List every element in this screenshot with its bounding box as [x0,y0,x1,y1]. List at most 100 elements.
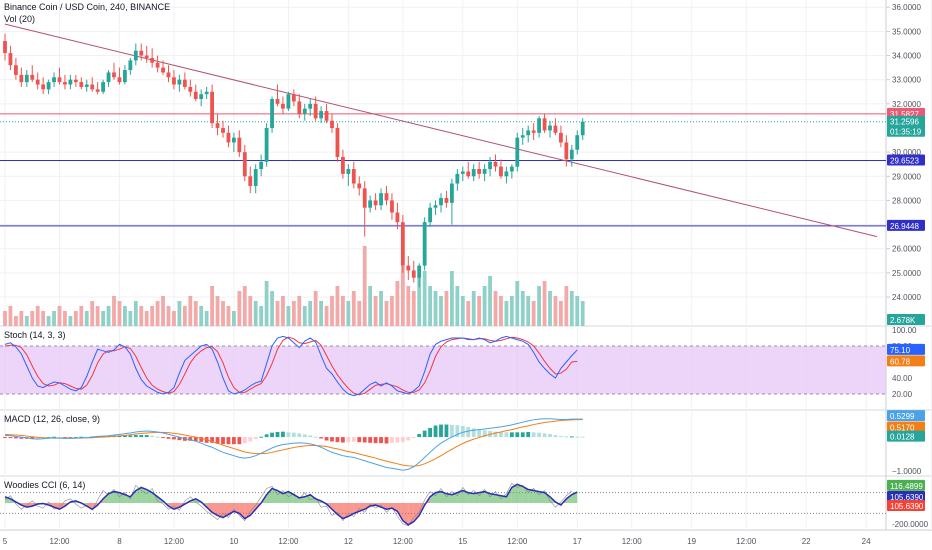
cci-area-segment [517,484,523,503]
time-tick-label: 12:00 [164,537,185,546]
candle-body [488,161,492,170]
cci-area-segment [544,492,550,503]
cci-area-segment [391,503,398,512]
macd-histogram-bar [117,435,122,438]
candle-body [368,200,373,208]
volume-bar [509,296,514,326]
macd-histogram-bar [482,430,487,438]
cci-area-segment [386,503,392,510]
macd-histogram-bar [439,424,443,438]
macd-histogram-bar [531,432,536,438]
symbol-title[interactable]: Binance Coin / USD Coin, 240, BINANCE [4,2,171,12]
cci-area-segment [217,503,223,518]
macd-histogram-bar [428,427,432,438]
last-price-label: 31.2596 [890,118,919,127]
cci-area-segment [468,492,474,503]
volume-bar [548,291,552,326]
volume-bar [499,296,503,326]
stoch-title[interactable]: Stoch (14, 3, 3) [4,330,66,340]
cci-pane[interactable] [0,482,886,527]
candle-body [553,125,558,133]
macd-histogram-bar [19,437,24,439]
cci-area-segment [206,503,213,513]
stoch-d-value: 60.78 [890,357,911,366]
macd-pane[interactable] [3,418,585,471]
macd-histogram-bar [537,432,541,438]
macd-title[interactable]: MACD (12, 26, close, 9) [4,414,101,424]
candle-body [182,79,187,87]
stoch-pane[interactable] [0,335,886,397]
volume-bar [30,311,35,326]
candle-body [259,161,264,170]
candle-body [417,265,422,278]
cci-area-segment [108,491,114,503]
stoch-k-line [4,335,578,397]
volume-bar [275,301,280,326]
volume-bar [106,306,111,326]
macd-histogram-bar [63,437,67,439]
macd-histogram-bar [455,425,460,438]
candle-body [466,171,471,177]
volume-bar [390,296,394,326]
volume-bar [362,246,367,326]
cci-area-segment [397,503,403,521]
volume-bar [150,306,155,326]
macd-histogram-bar [471,428,476,438]
cci-value-c: 105.6390 [890,502,924,511]
volume-bar [253,301,258,326]
macd-histogram-bar [417,434,422,438]
volume-bar [526,296,531,326]
candle-body [302,108,307,114]
candle-body [90,84,95,90]
volume-bar [346,301,351,326]
volume-bar [3,311,7,326]
volume-bar [237,291,242,326]
cci-area-segment [299,496,305,503]
price-pane[interactable] [0,23,886,326]
price-tick-label: 25.0000 [892,269,921,278]
volume-bar [41,311,46,326]
candle-body [422,222,427,266]
candle-body [248,176,253,186]
macd-histogram-bar [281,431,285,438]
volume-bar [531,301,536,326]
macd-histogram-bar [406,437,411,441]
candle-body [569,149,574,160]
volume-title[interactable]: Vol (20) [4,14,36,24]
macd-histogram-bar [548,434,552,438]
volume-bar [351,291,356,326]
hline-price-label: 31.5827 [890,110,919,119]
candle-body [509,166,514,172]
macd-histogram-bar [477,429,482,438]
candle-body [210,91,214,124]
candle-body [215,123,220,128]
candle-body [106,72,111,83]
candle-body [444,198,449,203]
candle-body [24,74,29,83]
time-axis[interactable]: 5 12:00 8 12:00 10 12:00 12 12:00 15 12:00 17 12:00… [3,537,871,546]
macd-histogram-bar [144,435,149,438]
volume-bar [24,316,29,326]
cci-title[interactable]: Woodies CCI (6, 14) [4,480,86,490]
price-axis[interactable]: 36.0000 35.0000 34.0000 33.0000 32.0000 30.00… [886,3,929,529]
macd-histogram-bar [390,437,394,443]
volume-bar [57,306,62,326]
candle-body [63,82,67,85]
macd-histogram-bar [341,437,345,443]
candle-body [477,169,482,174]
last-price-label-bg [887,115,925,127]
volume-bar [46,316,51,326]
volume-bar [259,306,264,326]
macd-histogram-bar [172,437,176,440]
candle-body [199,94,204,100]
candle-body [79,82,84,87]
candle-body [504,171,509,177]
volume-bar [95,306,100,326]
time-tick-label: 12:00 [622,537,643,546]
price-tick-label: 35.0000 [892,27,921,36]
candle-body [3,41,7,54]
volume-bar [188,296,193,326]
macd-histogram-bar [226,437,231,445]
price-tick-label: 32.0000 [892,100,921,109]
cci-area-segment [451,492,458,503]
